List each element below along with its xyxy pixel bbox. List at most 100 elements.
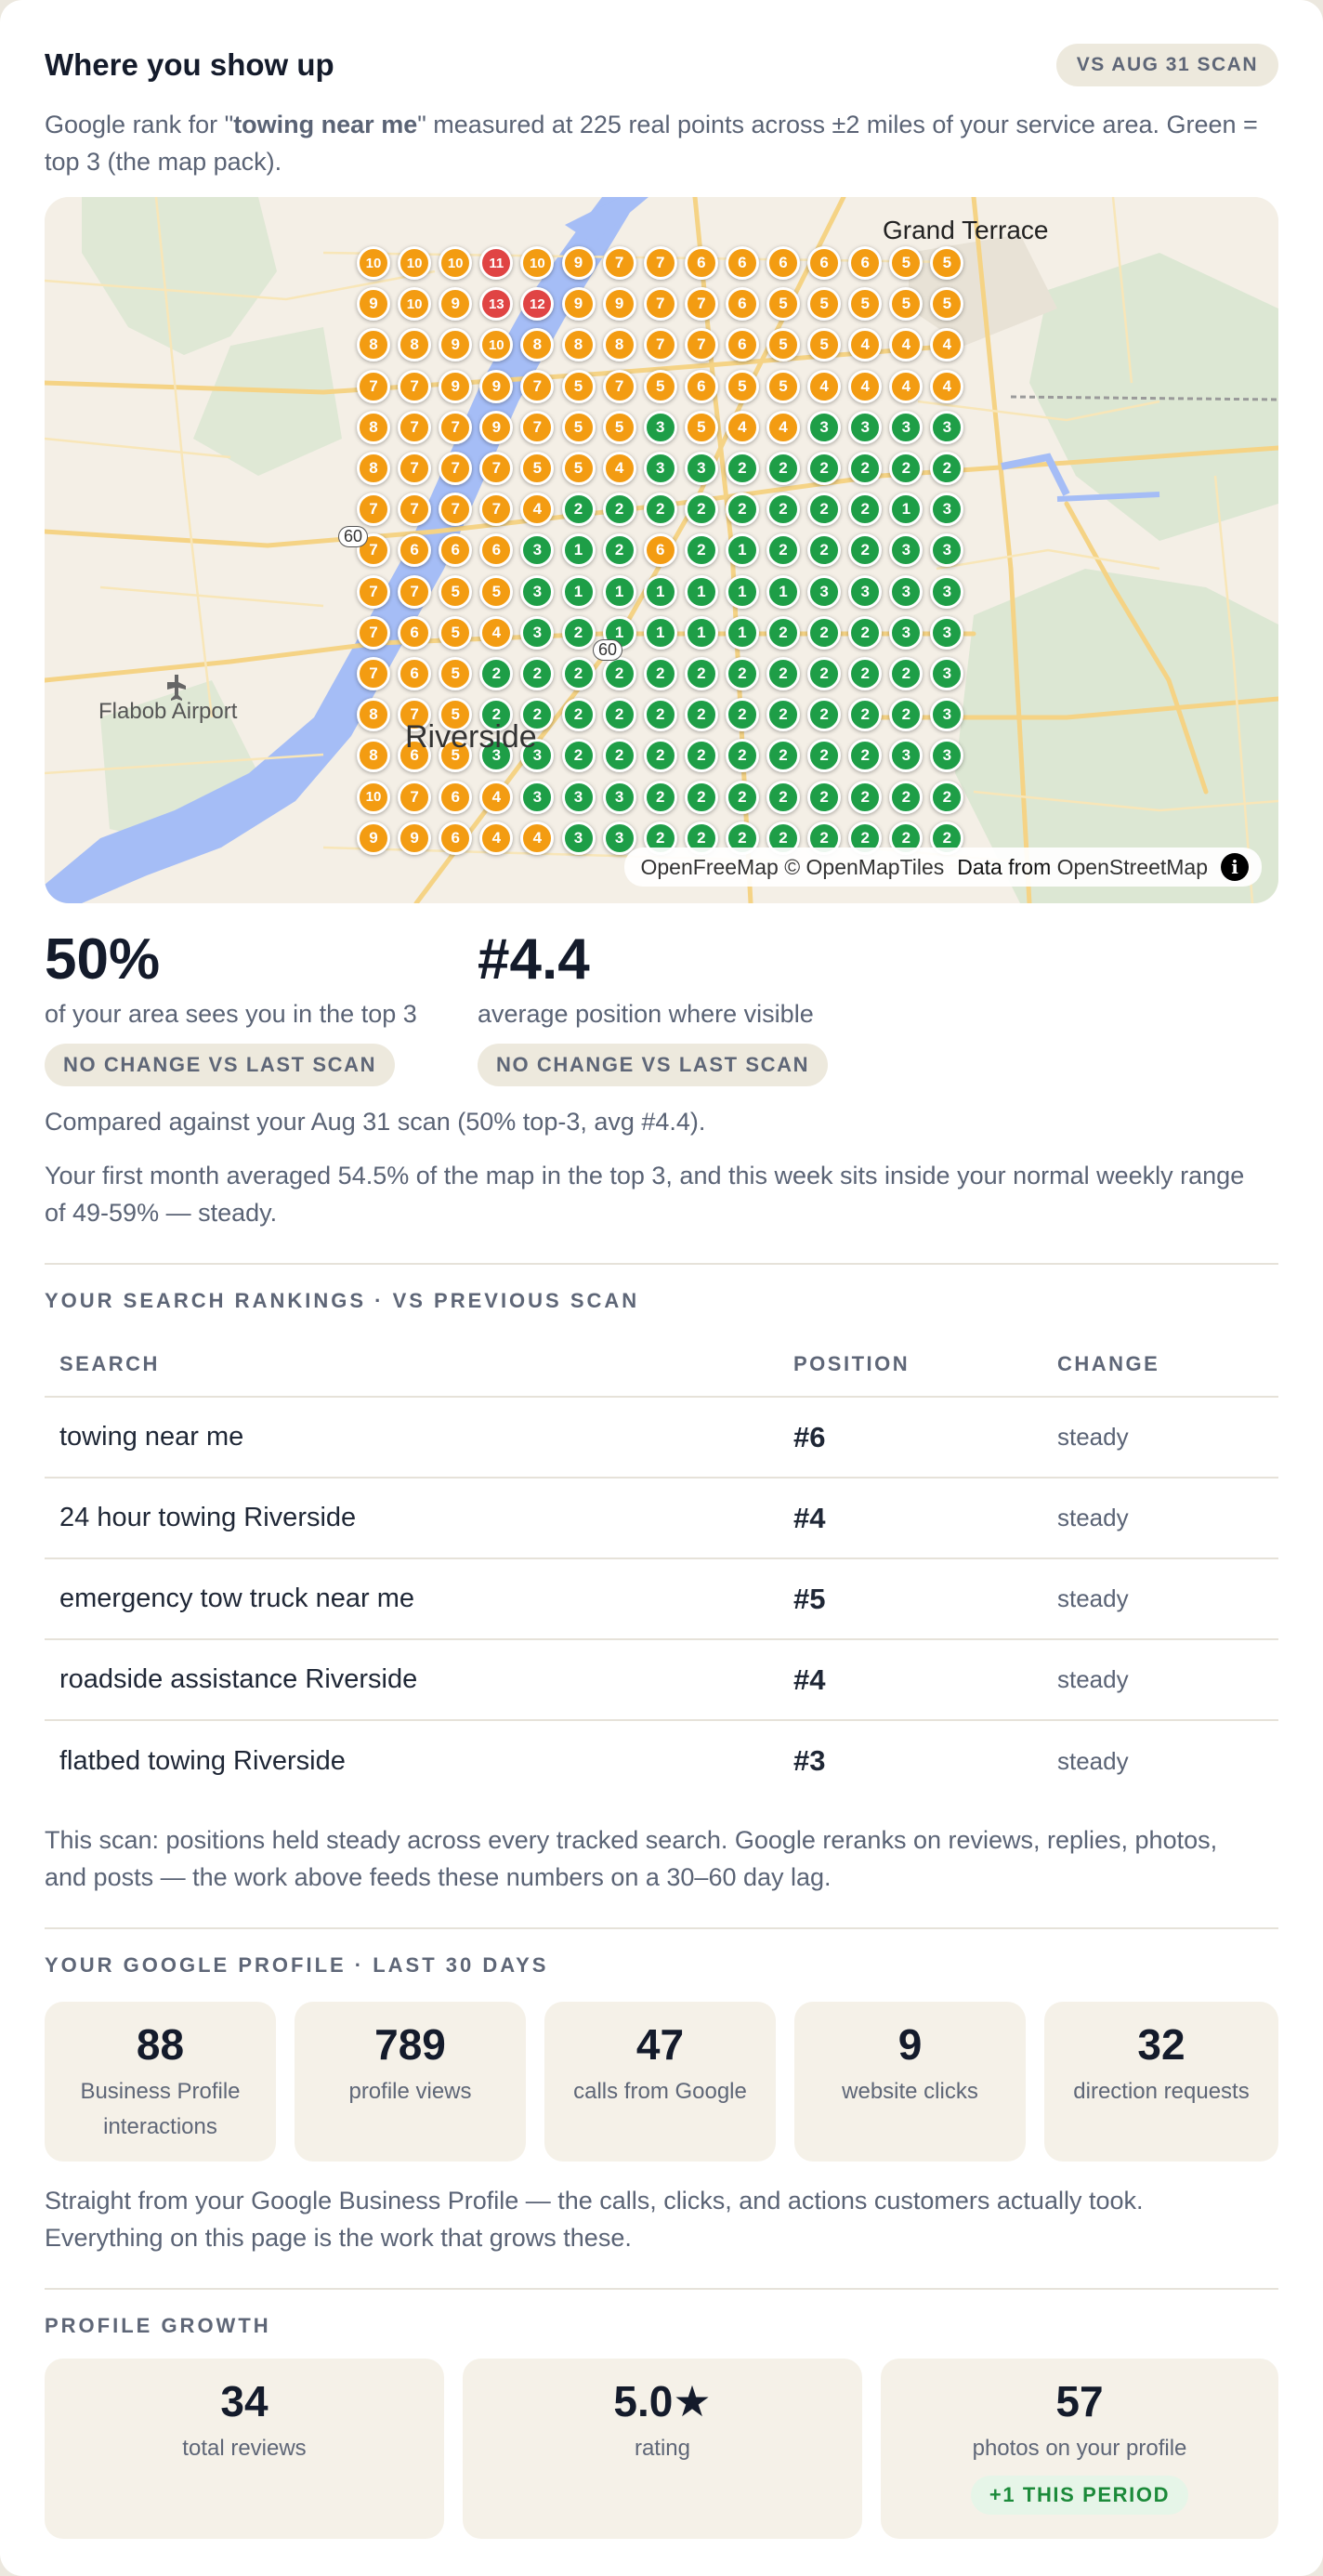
rank-dot[interactable]: 1 <box>684 574 718 609</box>
rank-dot[interactable]: 5 <box>561 410 596 444</box>
rank-dot[interactable]: 2 <box>684 698 718 732</box>
rank-dot[interactable]: 2 <box>848 493 883 527</box>
rank-dot[interactable]: 3 <box>602 780 636 814</box>
rank-dot[interactable]: 3 <box>520 533 555 568</box>
rank-dot[interactable]: 2 <box>643 739 677 773</box>
rank-dot[interactable]: 2 <box>848 698 883 732</box>
rank-dot[interactable]: 3 <box>561 780 596 814</box>
rank-dot[interactable]: 2 <box>807 657 842 690</box>
rank-dot[interactable]: 9 <box>479 410 514 444</box>
rank-dot[interactable]: 6 <box>439 780 473 814</box>
rank-dot[interactable]: 3 <box>930 615 964 650</box>
rank-dot[interactable]: 5 <box>807 287 842 322</box>
rank-dot[interactable]: 2 <box>684 739 718 773</box>
rank-dot[interactable]: 2 <box>520 698 555 732</box>
rank-dot[interactable]: 3 <box>848 410 883 444</box>
rank-dot[interactable]: 7 <box>398 698 432 732</box>
rank-dot[interactable]: 6 <box>398 533 432 568</box>
rank-dot[interactable]: 2 <box>520 657 555 690</box>
rank-dot[interactable]: 10 <box>357 246 390 280</box>
rank-dot[interactable]: 2 <box>930 452 964 485</box>
rank-dot[interactable]: 2 <box>807 615 842 650</box>
rank-dot[interactable]: 13 <box>479 287 514 322</box>
rank-dot[interactable]: 2 <box>848 739 883 773</box>
rank-dot[interactable]: 1 <box>561 533 596 568</box>
rank-dot[interactable]: 1 <box>725 615 759 650</box>
rank-dot[interactable]: 2 <box>725 780 759 814</box>
rank-dot[interactable]: 5 <box>766 328 800 362</box>
rank-dot[interactable]: 3 <box>889 574 923 609</box>
rank-dot[interactable]: 6 <box>766 246 800 280</box>
rank-dot[interactable]: 4 <box>479 821 514 855</box>
rank-dot[interactable]: 3 <box>520 574 555 609</box>
rank-dot[interactable]: 3 <box>479 739 514 773</box>
rank-dot[interactable]: 4 <box>766 410 800 444</box>
rank-dot[interactable]: 5 <box>561 452 596 485</box>
rank-dot[interactable]: 2 <box>725 493 759 527</box>
rank-dot[interactable]: 7 <box>439 452 473 485</box>
rank-dot[interactable]: 4 <box>479 780 514 814</box>
rank-dot[interactable]: 8 <box>357 739 390 773</box>
rank-dot[interactable]: 6 <box>725 287 759 322</box>
rank-dot[interactable]: 7 <box>602 246 636 280</box>
rank-dot[interactable]: 3 <box>684 452 718 485</box>
rank-dot[interactable]: 6 <box>439 533 473 568</box>
rank-dot[interactable]: 3 <box>602 821 636 855</box>
rank-dot[interactable]: 3 <box>561 821 596 855</box>
rank-dot[interactable]: 8 <box>561 328 596 362</box>
rank-dot[interactable]: 3 <box>643 410 677 444</box>
rank-dot[interactable]: 8 <box>398 328 432 362</box>
rank-dot[interactable]: 2 <box>602 657 636 690</box>
rank-dot[interactable]: 6 <box>439 821 473 855</box>
rank-dot[interactable]: 9 <box>398 821 432 855</box>
rank-dot[interactable]: 3 <box>520 780 555 814</box>
rank-dot[interactable]: 8 <box>357 328 390 362</box>
rank-dot[interactable]: 9 <box>439 369 473 403</box>
rank-dot[interactable]: 7 <box>479 452 514 485</box>
rank-dot[interactable]: 10 <box>520 246 555 280</box>
rank-dot[interactable]: 2 <box>930 780 964 814</box>
rank-dot[interactable]: 6 <box>643 533 677 568</box>
rank-dot[interactable]: 6 <box>725 246 759 280</box>
rank-dot[interactable]: 7 <box>398 780 432 814</box>
rank-dot[interactable]: 6 <box>684 246 718 280</box>
rank-dot[interactable]: 9 <box>357 821 390 855</box>
rank-dot[interactable]: 5 <box>930 287 964 322</box>
rank-dot[interactable]: 5 <box>439 739 473 773</box>
rank-dot[interactable]: 5 <box>439 657 473 690</box>
rank-dot[interactable]: 3 <box>889 739 923 773</box>
rank-dot[interactable]: 2 <box>807 533 842 568</box>
rank-dot[interactable]: 2 <box>561 493 596 527</box>
rank-dot[interactable]: 2 <box>766 533 800 568</box>
rank-dot[interactable]: 7 <box>684 287 718 322</box>
rank-dot[interactable]: 2 <box>602 533 636 568</box>
rank-dot[interactable]: 5 <box>766 287 800 322</box>
rank-dot[interactable]: 8 <box>357 452 390 485</box>
rank-dot[interactable]: 2 <box>889 698 923 732</box>
attribution-link[interactable]: OpenFreeMap © OpenMapTiles <box>640 854 945 879</box>
rank-dot[interactable]: 5 <box>930 246 964 280</box>
rank-dot[interactable]: 2 <box>643 657 677 690</box>
rank-dot[interactable]: 2 <box>766 615 800 650</box>
rank-dot[interactable]: 1 <box>889 493 923 527</box>
rank-dot[interactable]: 7 <box>439 493 473 527</box>
rank-dot[interactable]: 2 <box>889 657 923 690</box>
rank-dot[interactable]: 2 <box>807 698 842 732</box>
rank-dot[interactable]: 3 <box>930 574 964 609</box>
rank-dot[interactable]: 3 <box>889 615 923 650</box>
osm-link[interactable]: OpenStreetMap <box>1056 854 1208 879</box>
rank-dot[interactable]: 7 <box>357 657 390 690</box>
rank-dot[interactable]: 6 <box>398 615 432 650</box>
rank-dot[interactable]: 2 <box>725 452 759 485</box>
rank-dot[interactable]: 7 <box>357 574 390 609</box>
rank-dot[interactable]: 2 <box>807 452 842 485</box>
rank-dot[interactable]: 7 <box>479 493 514 527</box>
rank-dot[interactable]: 2 <box>766 657 800 690</box>
rank-dot[interactable]: 6 <box>684 369 718 403</box>
rank-dot[interactable]: 5 <box>439 698 473 732</box>
rank-dot[interactable]: 3 <box>930 410 964 444</box>
rank-dot[interactable]: 2 <box>643 698 677 732</box>
rank-dot[interactable]: 11 <box>479 246 514 280</box>
rank-dot[interactable]: 5 <box>889 246 923 280</box>
rank-dot[interactable]: 5 <box>520 452 555 485</box>
